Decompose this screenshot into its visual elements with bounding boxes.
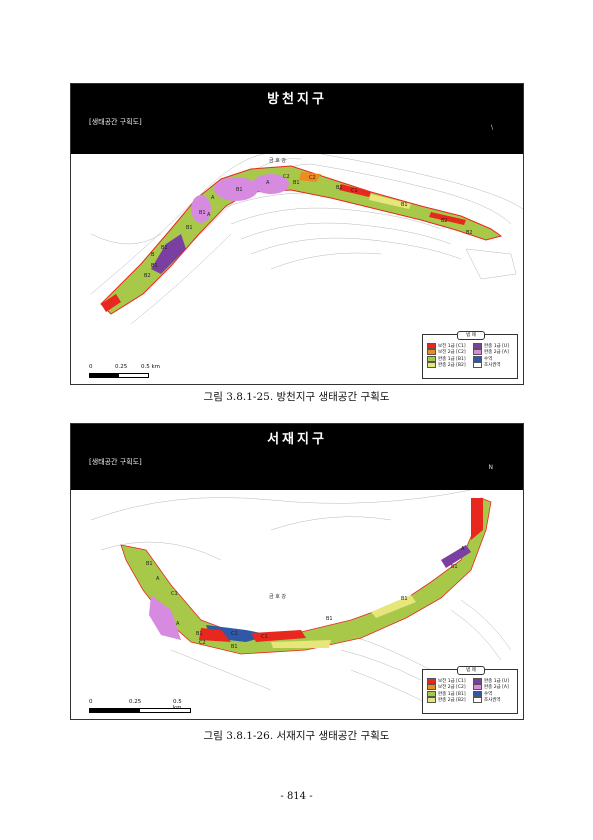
legend-title: 범 례 (457, 666, 485, 675)
zone-label: B2 (441, 218, 448, 224)
figure-subtitle: [생태공간 구획도] (89, 458, 142, 466)
zone-label: A (211, 195, 215, 201)
zone-label: B1 (151, 263, 158, 269)
zone-label: B1 (401, 202, 408, 208)
zone-label: B1 (401, 596, 408, 602)
river-label: 금 호 강 (269, 593, 286, 600)
zone-label: B1 (326, 616, 333, 622)
zoning-map: 금 호 강 B1 A C1 A B1 C2 C1 C1 B1 B1 B1 B1 … (90, 490, 512, 706)
legend-item: 보전 2급 [C2] (427, 684, 473, 690)
legend-title: 범 례 (457, 331, 485, 340)
zone-label: B1 (186, 225, 193, 231)
figure-header: 서재지구 [생태공간 구획도] N (71, 424, 523, 490)
zone-label: B1 (236, 187, 243, 193)
river-zones (120, 497, 492, 655)
zone-label: B1 (231, 644, 238, 650)
river-label: 금 호 강 (269, 157, 286, 164)
figure-title: 방천지구 (267, 92, 327, 107)
figure-caption: 그림 3.8.1-25. 방천지구 생태공간 구획도 (203, 391, 390, 403)
zone-label: A (266, 180, 270, 186)
figure-title: 서재지구 (267, 432, 327, 447)
legend-item: 보전 1급 [C1] (427, 677, 473, 684)
legend-item: 보전 1급 [C1] (427, 342, 473, 349)
figure-subtitle: [생태공간 구획도] (89, 118, 142, 126)
legend-item: 조사권역 (473, 697, 513, 703)
zone-label: B1 (199, 210, 206, 216)
figure-seojae: 서재지구 [생태공간 구획도] N 금 호 (70, 423, 524, 720)
legend-item: 수역 (473, 355, 513, 362)
scale-bar: 0 0.25 0.5 km (89, 699, 191, 715)
north-mark: N (488, 464, 494, 471)
zone-label: B1 (451, 564, 458, 570)
zoning-map: 금 호 강 B1 A C2 A B1 A C2 B1 B1 B1 B1 B1 C… (90, 154, 523, 325)
zone-label: B1 (196, 631, 203, 637)
zone-label: C1 (351, 188, 358, 194)
page-number: - 814 - (280, 791, 313, 802)
legend-item: 조사권역 (473, 362, 513, 368)
legend-item: 완충 1급 [U] (473, 677, 513, 684)
zone-label: B2 (466, 230, 473, 236)
zone-label: B1 (293, 180, 300, 186)
zone-label: A (156, 576, 160, 582)
scale-bar: 0 0.25 0.5 km (89, 364, 169, 380)
zone-label: C1 (171, 591, 178, 597)
zone-label: B2 (144, 273, 151, 279)
figure-caption: 그림 3.8.1-26. 서재지구 생태공간 구획도 (203, 730, 390, 742)
legend-item: 완충 2급 [B2] (427, 362, 473, 368)
legend: 범 례 보전 1급 [C1] 완충 1급 [U] 보전 2급 [C2] 완충 2… (422, 331, 518, 379)
zone-label: B1 (336, 185, 343, 191)
zone-label: C1 (231, 631, 238, 637)
zone-label: B1 (146, 561, 153, 567)
zone-label: A (176, 621, 180, 627)
legend-item: 수역 (473, 690, 513, 697)
legend-item: 완충 1급 [B1] (427, 355, 473, 362)
legend-item: 완충 1급 [B1] (427, 690, 473, 697)
zone-label: B1 (161, 245, 168, 251)
north-mark: \ (490, 124, 493, 131)
legend-item: 완충 2급 [A] (473, 684, 513, 690)
river-zones (100, 165, 503, 315)
legend-item: 완충 2급 [B2] (427, 697, 473, 703)
zone-label: C1 (261, 634, 268, 640)
figure-bangcheon: 방천지구 [생태공간 구획도] \ (70, 83, 524, 385)
zone-label: C2 (283, 174, 290, 180)
legend-item: 완충 2급 [A] (473, 349, 513, 355)
zone-label: C2 (199, 640, 206, 646)
figure-header: 방천지구 [생태공간 구획도] \ (71, 84, 523, 154)
zone-label: A (207, 212, 211, 218)
legend-item: 완충 1급 [U] (473, 342, 513, 349)
zone-label: B (151, 252, 155, 258)
legend-item: 보전 2급 [C2] (427, 349, 473, 355)
legend: 범 례 보전 1급 [C1] 완충 1급 [U] 보전 2급 [C2] 완충 2… (422, 666, 518, 714)
zone-label: A (461, 546, 465, 552)
zone-label: C2 (309, 175, 316, 181)
